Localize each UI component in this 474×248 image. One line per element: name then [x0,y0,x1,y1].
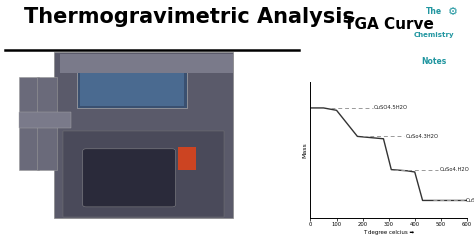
Bar [36,77,57,170]
Bar [19,112,71,127]
Text: Notes: Notes [421,57,447,66]
X-axis label: T degree celcius ➡: T degree celcius ➡ [363,230,414,235]
Bar [178,147,196,170]
Text: CuSo4.3H2O: CuSo4.3H2O [405,134,438,139]
FancyBboxPatch shape [54,52,233,218]
Bar [60,54,233,73]
FancyBboxPatch shape [83,149,175,207]
Text: CuSO4: CuSO4 [465,198,474,203]
Bar [77,66,187,108]
Bar [19,77,39,170]
Text: The: The [426,7,442,16]
Text: Chemistry: Chemistry [413,32,454,38]
Text: CuSo4.H2O: CuSo4.H2O [439,167,469,172]
Text: Thermogravimetric Analysis: Thermogravimetric Analysis [24,7,355,28]
Text: ⚙: ⚙ [447,7,458,17]
Text: CuSO4.5H2O: CuSO4.5H2O [374,105,408,110]
Bar [80,68,184,106]
Text: TGA Curve: TGA Curve [344,17,434,32]
Bar [63,131,225,217]
Y-axis label: Mass: Mass [303,142,308,158]
